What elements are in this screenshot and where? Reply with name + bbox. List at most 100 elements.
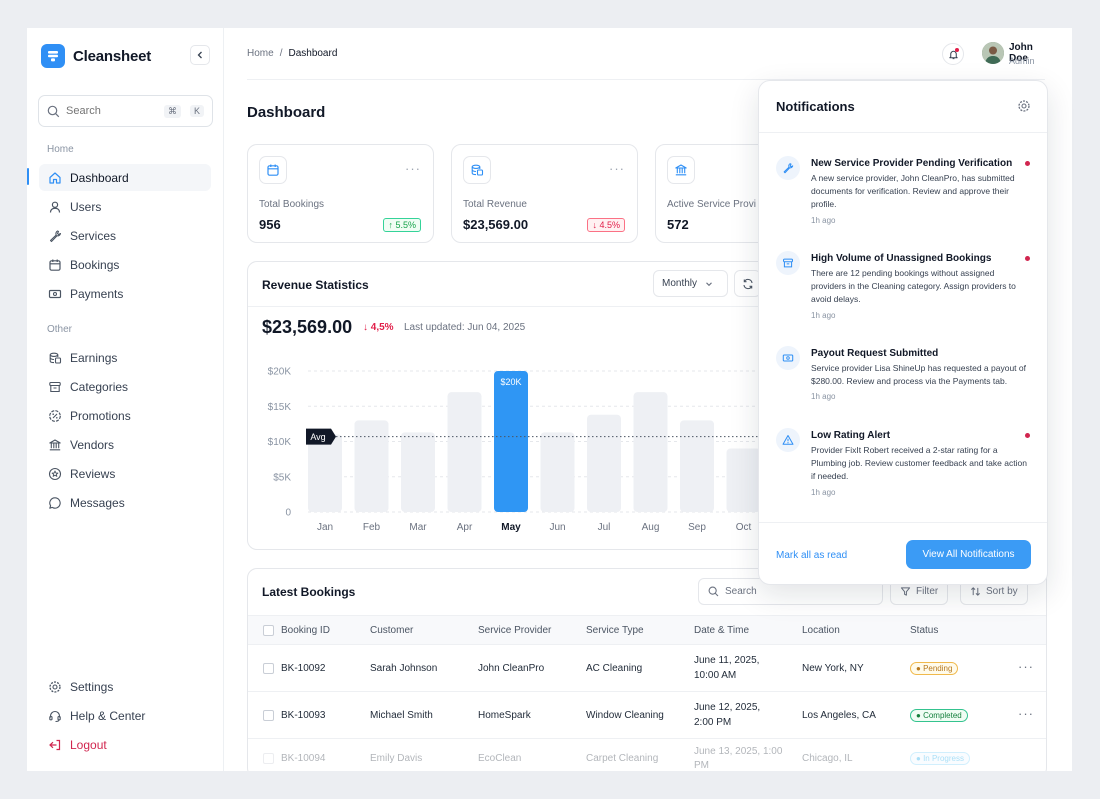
location: Chicago, IL <box>802 753 853 764</box>
sidebar-item-vendors[interactable]: Vendors <box>39 431 211 458</box>
collapse-sidebar-button[interactable] <box>190 45 210 65</box>
bank-icon <box>48 438 62 452</box>
row-checkbox[interactable] <box>263 710 274 721</box>
sidebar-search-input[interactable] <box>66 105 156 117</box>
sidebar-item-label: Messages <box>70 495 125 510</box>
service-type: AC Cleaning <box>586 663 643 674</box>
sidebar-item-services[interactable]: Services <box>39 222 211 249</box>
sidebar-item-label: Settings <box>70 679 114 694</box>
date-line1: June 13, 2025, 1:00 <box>694 746 783 757</box>
select-all-checkbox[interactable] <box>263 625 274 636</box>
shortcut-k: K <box>189 105 204 117</box>
breadcrumb-home[interactable]: Home <box>247 48 274 59</box>
sidebar-item-promotions[interactable]: Promotions <box>39 402 211 429</box>
sidebar-item-label: Payments <box>70 286 124 301</box>
section-label-home: Home <box>47 144 74 155</box>
sidebar-item-categories[interactable]: Categories <box>39 373 211 400</box>
sidebar-item-help[interactable]: Help & Center <box>39 702 211 729</box>
cash-icon <box>776 346 800 370</box>
x-tick-label: Sep <box>688 522 706 533</box>
revenue-change-value: 4,5% <box>370 322 394 333</box>
notifications-header: Notifications <box>759 81 1047 133</box>
row-checkbox[interactable] <box>263 753 274 764</box>
sidebar-item-messages[interactable]: Messages <box>39 489 211 516</box>
sort-icon <box>971 587 980 596</box>
sidebar-item-settings[interactable]: Settings <box>39 673 211 700</box>
sidebar-item-logout[interactable]: Logout <box>39 731 211 758</box>
data-label: $20K <box>500 377 521 387</box>
star-icon <box>48 467 62 481</box>
card-more-button[interactable]: ··· <box>609 161 625 176</box>
chart-bar <box>633 392 668 512</box>
sidebar-search[interactable]: ⌘ K <box>38 95 213 127</box>
sidebar-item-payments[interactable]: Payments <box>39 280 211 307</box>
filter-label: Filter <box>916 586 939 597</box>
latest-bookings-panel: Latest Bookings Search Filter Sort by Bo… <box>247 568 1047 771</box>
revenue-header: Revenue Statistics Monthly <box>248 262 786 307</box>
notification-description: Provider FixIt Robert received a 2-star … <box>811 445 1027 481</box>
notifications-title: Notifications <box>776 99 855 114</box>
revenue-total: $23,569.00 <box>262 317 353 337</box>
provider: HomeSpark <box>478 710 531 721</box>
stat-card-bookings: ··· Total Bookings 956 ↑ 5.5% <box>247 144 434 243</box>
card-more-button[interactable]: ··· <box>405 161 421 176</box>
sidebar-item-label: Categories <box>70 379 129 394</box>
mark-all-read-link[interactable]: Mark all as read <box>776 550 848 561</box>
refresh-button[interactable] <box>734 270 761 297</box>
chart-bar <box>540 432 575 512</box>
trend-badge: ↑ 5.5% <box>383 218 421 232</box>
wrench-icon <box>776 156 800 180</box>
customer: Emily Davis <box>370 753 423 764</box>
row-checkbox[interactable] <box>263 663 274 674</box>
avatar[interactable] <box>982 42 1004 64</box>
column-header[interactable]: Status <box>910 625 939 636</box>
period-select[interactable]: Monthly <box>653 270 728 297</box>
search-icon <box>47 105 60 117</box>
chart-bar <box>494 371 528 512</box>
sidebar-item-label: Services <box>70 228 117 243</box>
unread-dot <box>1025 161 1030 166</box>
date-line2: 2:00 PM <box>694 717 732 728</box>
column-header[interactable]: Location <box>802 625 840 636</box>
status-text: Pending <box>923 664 953 673</box>
gear-icon[interactable] <box>1017 99 1031 118</box>
card-value: $23,569.00 <box>463 217 529 232</box>
y-tick-label: 0 <box>285 508 291 519</box>
x-tick-label: Oct <box>736 522 752 533</box>
column-header[interactable]: Service Provider <box>478 625 552 636</box>
customer: Michael Smith <box>370 710 433 721</box>
revenue-title: Revenue Statistics <box>262 278 369 292</box>
page-title: Dashboard <box>247 104 326 121</box>
notifications-button[interactable] <box>942 43 964 65</box>
table-row[interactable]: BK-10093 Michael Smith HomeSpark Window … <box>248 692 1046 739</box>
card-value: 956 <box>259 217 281 232</box>
row-actions-button[interactable]: ··· <box>1018 706 1034 721</box>
bank-icon <box>667 156 695 184</box>
notification-time: 1h ago <box>811 488 836 497</box>
active-indicator <box>27 168 29 185</box>
sidebar-item-label: Promotions <box>70 408 131 423</box>
table-row[interactable]: BK-10094 Emily Davis EcoClean Carpet Cle… <box>248 739 1046 771</box>
stat-card-revenue: ··· Total Revenue $23,569.00 ↓ 4.5% <box>451 144 638 243</box>
brand[interactable]: Cleansheet <box>41 44 151 68</box>
y-tick-label: $15K <box>268 402 292 413</box>
sidebar-item-reviews[interactable]: Reviews <box>39 460 211 487</box>
column-header[interactable]: Booking ID <box>281 625 330 636</box>
table-row[interactable]: BK-10092 Sarah Johnson John CleanPro AC … <box>248 645 1046 692</box>
view-all-notifications-button[interactable]: View All Notifications <box>906 540 1031 569</box>
column-header[interactable]: Service Type <box>586 625 644 636</box>
row-actions-button[interactable]: ··· <box>1018 659 1034 674</box>
sidebar-item-users[interactable]: Users <box>39 193 211 220</box>
column-header[interactable]: Date & Time <box>694 625 750 636</box>
column-header[interactable]: Customer <box>370 625 414 636</box>
status-badge: ● Completed <box>910 709 968 722</box>
status-text: In Progress <box>923 754 964 763</box>
sidebar-item-earnings[interactable]: Earnings <box>39 344 211 371</box>
sidebar-item-label: Reviews <box>70 466 116 481</box>
chart-bar <box>308 434 342 512</box>
sidebar-item-label: Users <box>70 199 102 214</box>
notification-description: There are 12 pending bookings without as… <box>811 268 1016 304</box>
sidebar-item-dashboard[interactable]: Dashboard <box>39 164 211 191</box>
badge-percent-icon <box>48 409 62 423</box>
sidebar-item-bookings[interactable]: Bookings <box>39 251 211 278</box>
